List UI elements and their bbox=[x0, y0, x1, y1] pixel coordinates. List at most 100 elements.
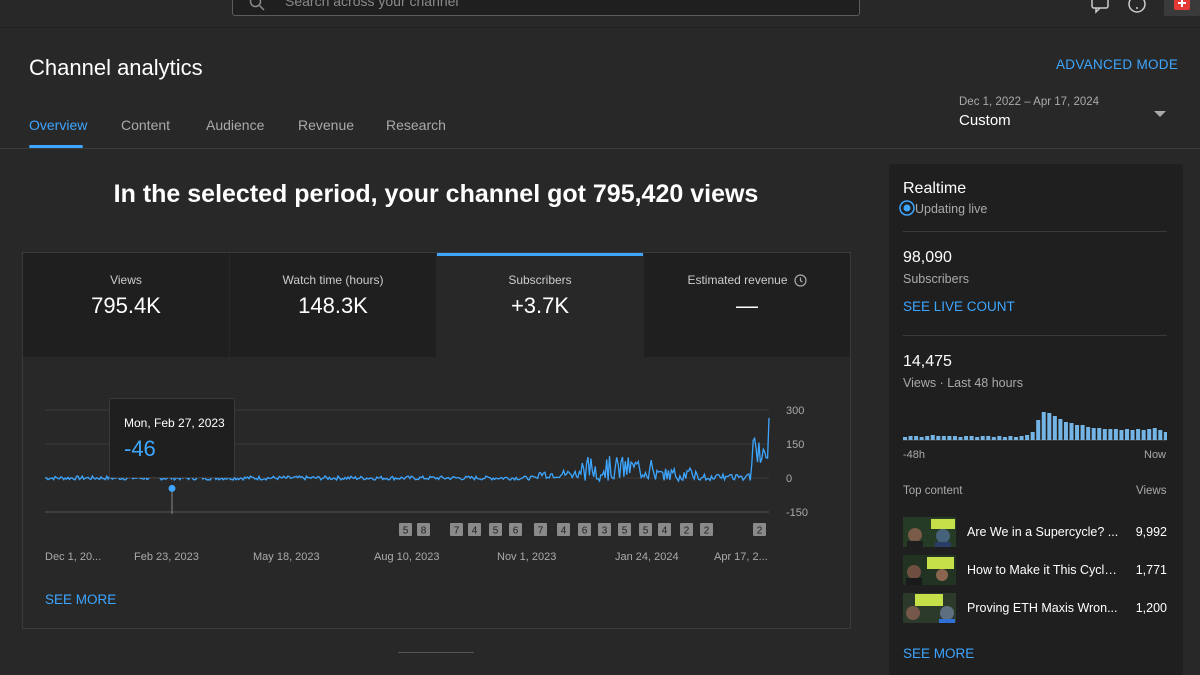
x-tick-label: Dec 1, 20... bbox=[45, 551, 101, 563]
video-marker bbox=[658, 523, 671, 536]
see-more-link[interactable]: SEE MORE bbox=[45, 592, 117, 607]
mini-bar bbox=[1125, 429, 1129, 440]
video-marker-label: 5 bbox=[643, 526, 649, 537]
mini-bar bbox=[1030, 432, 1035, 440]
mini-bar bbox=[1002, 437, 1007, 440]
tab-overview[interactable]: Overview bbox=[29, 117, 88, 133]
top-content-item[interactable]: How to Make it This Cycle... 1,771 bbox=[903, 555, 1167, 587]
search-box[interactable]: Search across your channel bbox=[232, 0, 860, 16]
video-marker-label: 7 bbox=[454, 526, 460, 537]
see-live-count-link[interactable]: SEE LIVE COUNT bbox=[903, 299, 1015, 314]
help-icon[interactable] bbox=[1127, 0, 1147, 14]
mini-bar bbox=[1163, 432, 1167, 440]
date-range-picker[interactable]: Dec 1, 2022 – Apr 17, 2024 Custom bbox=[959, 96, 1099, 129]
metric-value: 795.4K bbox=[91, 293, 161, 318]
subscriber-count: 98,090 bbox=[903, 249, 952, 266]
mini-bar bbox=[1130, 430, 1135, 440]
mini-bar bbox=[1058, 419, 1063, 440]
video-marker-label: 2 bbox=[757, 526, 763, 537]
mini-bar bbox=[1152, 428, 1157, 440]
metric-value: +3.7K bbox=[510, 293, 570, 318]
metric-label: Views bbox=[110, 273, 142, 287]
top-bar: Search across your channel bbox=[0, 0, 1200, 28]
mini-bar bbox=[1102, 429, 1107, 440]
create-icon[interactable] bbox=[1164, 0, 1200, 16]
metric-tabs: Views 795.4K Watch time (hours) 148.3K S… bbox=[23, 253, 850, 357]
mini-bar bbox=[908, 436, 913, 440]
mini-bar bbox=[1019, 436, 1024, 440]
mini-bar bbox=[1113, 429, 1118, 440]
top-content-item[interactable]: Proving ETH Maxis Wron... 1,200 bbox=[903, 593, 1167, 625]
mini-bar bbox=[1047, 413, 1052, 440]
video-marker bbox=[680, 523, 693, 536]
video-marker bbox=[417, 523, 430, 536]
hover-point bbox=[168, 484, 176, 492]
top-content-item[interactable]: Are We in a Supercycle? ... 9,992 bbox=[903, 517, 1167, 549]
tooltip-date: Mon, Feb 27, 2023 bbox=[124, 416, 225, 430]
mini-bar bbox=[919, 437, 924, 440]
mini-axis-end: Now bbox=[1144, 449, 1167, 461]
mini-bar bbox=[991, 437, 996, 440]
mini-bar bbox=[986, 436, 991, 440]
mini-bar bbox=[1014, 437, 1018, 440]
clock-icon bbox=[793, 274, 807, 287]
video-marker bbox=[509, 523, 522, 536]
mini-bar bbox=[1080, 425, 1085, 440]
video-marker-label: 6 bbox=[513, 526, 519, 537]
mini-bar bbox=[1147, 429, 1152, 440]
video-marker bbox=[489, 523, 502, 536]
mini-bar bbox=[1075, 425, 1080, 440]
video-marker bbox=[557, 523, 570, 536]
see-more-top-content-link[interactable]: SEE MORE bbox=[903, 646, 975, 661]
date-range-label: Custom bbox=[959, 112, 1011, 129]
tab-audience[interactable]: Audience bbox=[206, 117, 265, 133]
metric-label: Watch time (hours) bbox=[282, 273, 384, 287]
metric-subscribers[interactable]: Subscribers +3.7K bbox=[437, 253, 643, 357]
mini-bar bbox=[975, 437, 980, 440]
video-marker bbox=[700, 523, 713, 536]
video-marker bbox=[639, 523, 652, 536]
video-marker bbox=[598, 523, 611, 536]
subscriber-count-label: Subscribers bbox=[903, 272, 969, 286]
feedback-icon[interactable] bbox=[1090, 0, 1110, 14]
mini-bar bbox=[980, 436, 985, 440]
mini-bar bbox=[1119, 430, 1124, 440]
search-input[interactable]: Search across your channel bbox=[285, 0, 459, 9]
mini-bar bbox=[1097, 428, 1102, 440]
advanced-mode-button[interactable]: ADVANCED MODE bbox=[1056, 57, 1179, 72]
mini-bar bbox=[997, 436, 1002, 440]
metric-views[interactable]: Views 795.4K bbox=[23, 253, 229, 357]
video-views: 1,200 bbox=[1135, 601, 1167, 615]
mini-bar bbox=[903, 437, 907, 440]
divider bbox=[903, 231, 1167, 232]
realtime-title: Realtime bbox=[903, 180, 967, 197]
video-marker-label: 7 bbox=[538, 526, 544, 537]
mini-bar bbox=[925, 436, 930, 440]
realtime-views-label: Views · Last 48 hours bbox=[903, 376, 1023, 390]
y-tick-label: 150 bbox=[786, 439, 804, 451]
realtime-bar-chart[interactable] bbox=[903, 404, 1167, 442]
x-tick-label: Aug 10, 2023 bbox=[374, 551, 439, 563]
video-marker-label: 3 bbox=[602, 526, 608, 537]
video-marker-label: 6 bbox=[582, 526, 588, 537]
mini-bar bbox=[952, 436, 957, 440]
tab-content[interactable]: Content bbox=[121, 117, 171, 133]
video-title: Are We in a Supercycle? ... bbox=[967, 525, 1119, 539]
x-tick-label: May 18, 2023 bbox=[253, 551, 320, 563]
x-tick-label: Apr 17, 2... bbox=[714, 551, 768, 563]
metric-watch-time[interactable]: Watch time (hours) 148.3K bbox=[230, 253, 436, 357]
video-title: Proving ETH Maxis Wron... bbox=[967, 601, 1118, 615]
mini-bar bbox=[1052, 416, 1057, 440]
mini-bar bbox=[964, 436, 969, 440]
tab-revenue[interactable]: Revenue bbox=[298, 117, 355, 133]
tab-research[interactable]: Research bbox=[386, 117, 446, 133]
y-tick-label: 0 bbox=[786, 473, 792, 485]
video-views: 9,992 bbox=[1135, 525, 1167, 539]
chevron-down-icon[interactable] bbox=[1154, 111, 1166, 117]
video-marker bbox=[618, 523, 631, 536]
metric-value: — bbox=[736, 293, 758, 318]
metric-estimated-revenue[interactable]: Estimated revenue — bbox=[644, 253, 850, 357]
video-title: How to Make it This Cycle... bbox=[967, 563, 1119, 577]
views-column-header: Views bbox=[1136, 485, 1167, 497]
divider bbox=[903, 335, 1167, 336]
